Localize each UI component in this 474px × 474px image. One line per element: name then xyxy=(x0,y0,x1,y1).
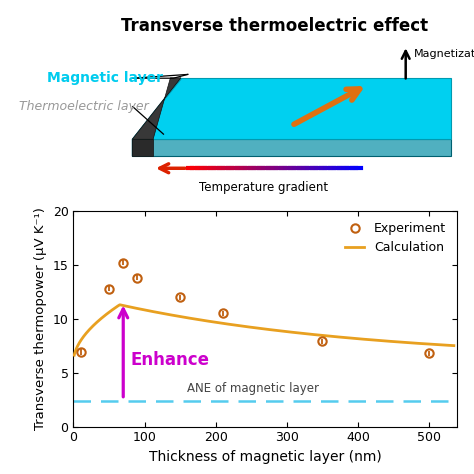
Text: Magnetization: Magnetization xyxy=(414,49,474,59)
Text: Magnetic layer: Magnetic layer xyxy=(47,71,164,85)
Polygon shape xyxy=(132,139,153,156)
Y-axis label: Transverse thermopower (μV K⁻¹): Transverse thermopower (μV K⁻¹) xyxy=(34,207,47,430)
Text: Thermoelectric layer: Thermoelectric layer xyxy=(19,100,149,113)
Text: Enhance: Enhance xyxy=(130,351,210,369)
Legend: Experiment, Calculation: Experiment, Calculation xyxy=(340,217,451,259)
Polygon shape xyxy=(132,78,181,156)
X-axis label: Thickness of magnetic layer (nm): Thickness of magnetic layer (nm) xyxy=(149,450,382,464)
Polygon shape xyxy=(132,78,451,139)
Polygon shape xyxy=(132,139,451,156)
Text: ANE of magnetic layer: ANE of magnetic layer xyxy=(187,383,319,395)
Polygon shape xyxy=(132,78,181,139)
Text: Transverse thermoelectric effect: Transverse thermoelectric effect xyxy=(121,17,428,35)
Text: Temperature gradient: Temperature gradient xyxy=(199,181,328,194)
